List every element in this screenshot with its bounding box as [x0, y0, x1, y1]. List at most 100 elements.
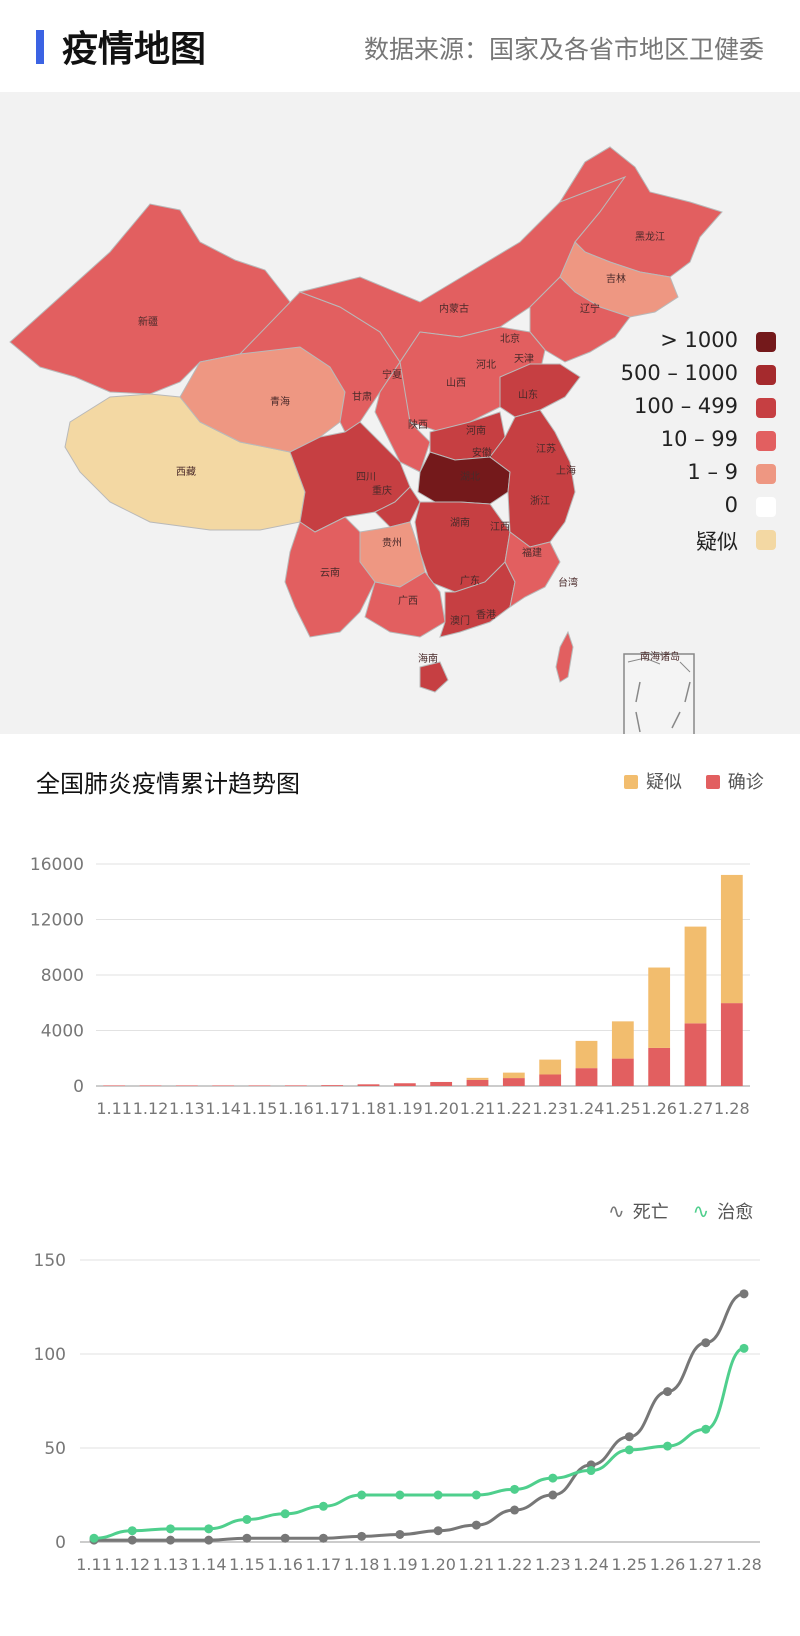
bar-确诊[interactable] — [684, 1023, 707, 1086]
legend-swatch — [756, 464, 776, 484]
province-label: 四川 — [356, 472, 376, 483]
bar-确诊[interactable] — [212, 1085, 235, 1086]
x-tick-label: 1.16 — [267, 1555, 303, 1574]
region-east[interactable] — [489, 409, 576, 548]
x-tick-label: 1.26 — [650, 1555, 686, 1574]
bar-确诊[interactable] — [284, 1085, 307, 1086]
region-shandong[interactable] — [499, 363, 581, 418]
region-heilongjiang[interactable] — [558, 146, 723, 278]
province-label: 上海 — [556, 464, 576, 477]
point-治愈[interactable] — [357, 1490, 367, 1500]
bar-确诊[interactable] — [720, 1003, 743, 1086]
region-taiwan[interactable] — [555, 630, 574, 683]
bar-确诊[interactable] — [575, 1068, 598, 1086]
x-tick-label: 1.28 — [726, 1555, 762, 1574]
legend-suspected[interactable]: 疑似 — [624, 772, 682, 793]
point-治愈[interactable] — [204, 1524, 214, 1534]
point-治愈[interactable] — [165, 1524, 175, 1534]
point-死亡[interactable] — [127, 1535, 137, 1545]
point-治愈[interactable] — [242, 1514, 252, 1524]
province-label: 云南 — [320, 566, 340, 579]
point-死亡[interactable] — [433, 1526, 443, 1536]
bar-确诊[interactable] — [430, 1081, 453, 1086]
y-tick-label: 0 — [55, 1533, 66, 1553]
region-fujian-zhejiang[interactable] — [504, 531, 561, 609]
point-治愈[interactable] — [89, 1533, 99, 1543]
x-tick-label: 1.19 — [387, 1099, 423, 1118]
wave-icon: ∿ — [692, 1199, 710, 1223]
bar-确诊[interactable] — [321, 1085, 344, 1086]
legend-item: 500 – 1000 — [598, 361, 788, 389]
province-label: 湖北 — [460, 471, 480, 483]
bar-疑似[interactable] — [684, 926, 707, 1024]
inset-coastline — [627, 657, 691, 673]
bar-疑似[interactable] — [466, 1077, 489, 1080]
bar-确诊[interactable] — [248, 1085, 271, 1086]
bar-疑似[interactable] — [720, 874, 743, 1004]
bar-疑似[interactable] — [539, 1059, 562, 1075]
legend-confirmed[interactable]: 确诊 — [705, 772, 764, 793]
bar-确诊[interactable] — [611, 1058, 634, 1086]
point-死亡[interactable] — [739, 1289, 749, 1299]
bar-确诊[interactable] — [175, 1085, 198, 1086]
bar-确诊[interactable] — [103, 1085, 126, 1086]
point-治愈[interactable] — [739, 1343, 749, 1353]
bar-疑似[interactable] — [648, 967, 671, 1048]
point-死亡[interactable] — [280, 1533, 290, 1543]
x-tick-label: 1.21 — [459, 1555, 495, 1574]
point-死亡[interactable] — [510, 1505, 520, 1515]
point-治愈[interactable] — [471, 1490, 481, 1500]
point-治愈[interactable] — [395, 1490, 405, 1500]
bar-确诊[interactable] — [466, 1079, 489, 1086]
point-治愈[interactable] — [280, 1509, 290, 1519]
point-死亡[interactable] — [165, 1535, 175, 1545]
point-死亡[interactable] — [548, 1490, 558, 1500]
province-label: 黑龙江 — [635, 230, 665, 243]
bar-疑似[interactable] — [611, 1021, 634, 1059]
region-hainan[interactable] — [419, 661, 449, 693]
bar-确诊[interactable] — [357, 1084, 380, 1086]
legend-cured[interactable]: ∿ 治愈 — [692, 1199, 754, 1223]
region-yunnan[interactable] — [284, 516, 376, 638]
point-治愈[interactable] — [663, 1441, 673, 1451]
point-治愈[interactable] — [318, 1501, 328, 1511]
point-死亡[interactable] — [204, 1535, 214, 1545]
point-治愈[interactable] — [510, 1484, 520, 1494]
point-治愈[interactable] — [127, 1526, 137, 1536]
point-治愈[interactable] — [433, 1490, 443, 1500]
point-死亡[interactable] — [242, 1533, 252, 1543]
bar-确诊[interactable] — [539, 1074, 562, 1086]
province-label: 新疆 — [138, 315, 158, 328]
line-legend: ∿ 死亡 ∿ 治愈 — [608, 1198, 753, 1224]
x-tick-label: 1.20 — [420, 1555, 456, 1574]
bar-疑似[interactable] — [502, 1072, 525, 1079]
x-tick-label: 1.17 — [314, 1099, 350, 1118]
point-死亡[interactable] — [357, 1531, 367, 1541]
legend-label: 1 – 9 — [687, 460, 738, 484]
point-死亡[interactable] — [663, 1387, 673, 1397]
legend-deaths[interactable]: ∿ 死亡 — [608, 1199, 669, 1223]
page-title: 疫情地图 — [62, 29, 207, 70]
province-label: 吉林 — [606, 272, 626, 285]
point-治愈[interactable] — [586, 1466, 596, 1476]
y-tick-label: 50 — [44, 1439, 66, 1459]
point-死亡[interactable] — [318, 1533, 328, 1543]
legend-label: 疑似 — [696, 530, 738, 554]
point-治愈[interactable] — [701, 1424, 711, 1434]
series-line-治愈 — [93, 1346, 745, 1540]
inset-dash-line — [635, 681, 691, 733]
legend-label: 500 – 1000 — [620, 361, 738, 385]
bar-确诊[interactable] — [139, 1085, 162, 1086]
bar-确诊[interactable] — [648, 1047, 671, 1086]
point-死亡[interactable] — [624, 1432, 634, 1442]
legend-swatch — [756, 365, 776, 385]
point-死亡[interactable] — [395, 1529, 405, 1539]
point-治愈[interactable] — [624, 1445, 634, 1455]
bar-确诊[interactable] — [393, 1083, 416, 1086]
x-tick-label: 1.27 — [678, 1099, 714, 1118]
point-治愈[interactable] — [548, 1473, 558, 1483]
point-死亡[interactable] — [701, 1338, 711, 1348]
point-死亡[interactable] — [471, 1520, 481, 1530]
bar-疑似[interactable] — [575, 1040, 598, 1069]
bar-确诊[interactable] — [502, 1078, 525, 1086]
